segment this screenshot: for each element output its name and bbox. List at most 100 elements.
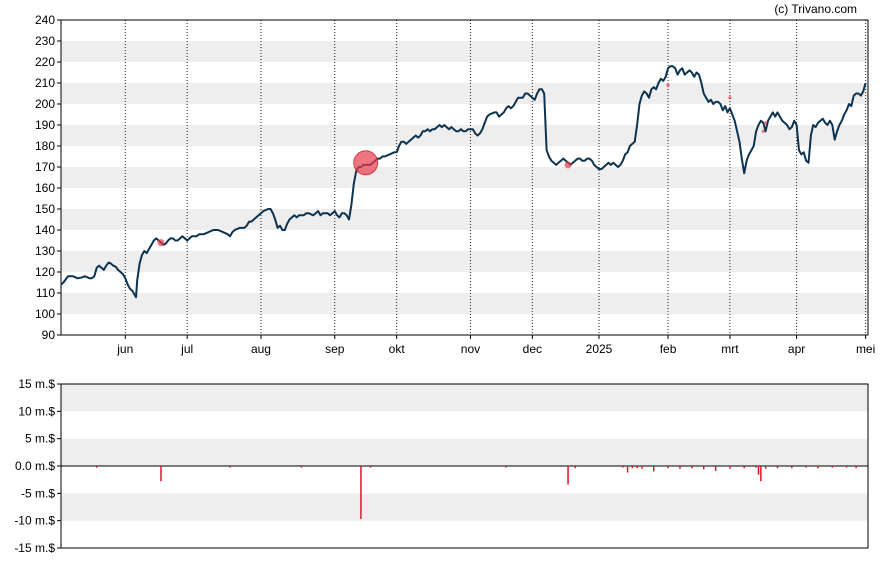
volume-bar: [574, 466, 576, 469]
volume-band: [61, 466, 868, 494]
event-marker: [761, 129, 765, 133]
price-band: [61, 62, 868, 83]
event-marker: [564, 161, 572, 169]
volume-bar: [805, 466, 807, 468]
x-tick-label: sep: [325, 342, 345, 356]
y-tick-label: 240: [35, 13, 55, 27]
price-band: [61, 209, 868, 230]
price-band: [61, 251, 868, 272]
price-band: [61, 188, 868, 209]
volume-bar: [679, 466, 681, 469]
volume-bar: [845, 466, 848, 468]
y-tick-label: 170: [35, 160, 55, 174]
volume-bar: [641, 466, 643, 469]
price-band: [61, 314, 868, 335]
volume-bar: [817, 466, 819, 469]
volume-bar: [776, 466, 779, 469]
x-tick-label: jun: [116, 342, 133, 356]
volume-bar: [567, 466, 569, 485]
y-tick-label: 10 m.$: [18, 404, 55, 418]
volume-y-axis: 15 m.$ 10 m.$ 5 m.$ 0.0 m.$ -5 m.$ -10 m.$ -15…: [14, 377, 61, 555]
volume-bar: [729, 466, 731, 469]
price-line: [60, 65, 867, 299]
price-line-series: [60, 65, 867, 299]
volume-bar: [300, 466, 303, 468]
volume-bar: [714, 466, 717, 471]
price-band: [61, 167, 868, 188]
volume-bar: [755, 466, 757, 468]
x-tick-label: aug: [251, 342, 271, 356]
y-tick-label: -10 m.$: [14, 514, 55, 528]
volume-panel-bands: [61, 384, 868, 548]
x-tick-label: feb: [660, 342, 677, 356]
volume-band: [61, 520, 868, 548]
y-tick-label: 150: [35, 202, 55, 216]
price-band: [61, 83, 868, 104]
x-tick-label: nov: [461, 342, 480, 356]
y-tick-label: 15 m.$: [18, 377, 55, 391]
volume-bar: [691, 466, 693, 469]
price-band: [61, 293, 868, 314]
volume-bar: [505, 466, 507, 468]
price-frame: [60, 19, 869, 336]
y-tick-label: 220: [35, 55, 55, 69]
y-tick-label: -5 m.$: [21, 486, 55, 500]
volume-band: [61, 384, 868, 412]
x-tick-label: mei: [856, 342, 875, 356]
volume-bar: [626, 466, 629, 473]
x-tick-label: dec: [523, 342, 542, 356]
volume-bar: [631, 466, 634, 469]
y-tick-label: 110: [36, 286, 55, 300]
y-tick-label: 230: [35, 34, 55, 48]
x-tick-label: okt: [389, 342, 406, 356]
credit-label: (c) Trivano.com: [774, 2, 857, 16]
volume-bar: [831, 466, 834, 468]
volume-bar: [369, 466, 372, 468]
price-band: [61, 272, 868, 293]
price-band: [61, 41, 868, 62]
volume-bar: [764, 466, 767, 469]
y-tick-label: 5 m.$: [25, 432, 55, 446]
event-marker: [157, 239, 165, 247]
y-tick-label: 100: [35, 307, 55, 321]
x-tick-label: mrt: [721, 342, 739, 356]
event-marker: [666, 83, 670, 87]
volume-bar: [95, 466, 98, 468]
price-y-axis: 90 100 110 120 130 140 150 160 170 180 190 200 210 22…: [35, 13, 61, 342]
volume-bar: [855, 466, 857, 469]
volume-bar: [636, 466, 638, 469]
event-marker: [728, 96, 732, 100]
event-marker: [353, 150, 379, 176]
y-tick-label: 0.0 m.$: [15, 459, 55, 473]
volume-bar: [757, 466, 760, 475]
y-tick-label: 130: [35, 244, 55, 258]
volume-bar: [743, 466, 745, 469]
volume-bar: [653, 466, 655, 472]
y-tick-label: 190: [35, 118, 55, 132]
volume-bar: [229, 466, 231, 468]
event-marker: [764, 121, 768, 125]
x-axis: jun jul aug sep okt nov dec 2025 feb mrt apr mei: [116, 335, 875, 356]
volume-band: [61, 438, 868, 466]
y-tick-label: 160: [35, 181, 55, 195]
price-band: [61, 20, 868, 41]
volume-band: [61, 411, 868, 439]
price-band: [61, 104, 868, 125]
volume-bar: [791, 466, 793, 469]
volume-bar: [760, 466, 762, 482]
y-tick-label: 180: [35, 139, 55, 153]
y-tick-label: 90: [42, 328, 56, 342]
price-band: [61, 146, 868, 167]
volume-bar: [667, 466, 669, 469]
y-tick-label: 120: [35, 265, 55, 279]
x-tick-label: jul: [180, 342, 193, 356]
y-tick-label: 200: [35, 97, 55, 111]
volume-bar: [160, 466, 162, 482]
y-tick-label: 210: [35, 76, 55, 90]
volume-bars: [95, 466, 857, 520]
price-band: [61, 125, 868, 146]
volume-band: [61, 493, 868, 521]
volume-bar: [702, 466, 705, 470]
volume-bar: [360, 466, 362, 520]
